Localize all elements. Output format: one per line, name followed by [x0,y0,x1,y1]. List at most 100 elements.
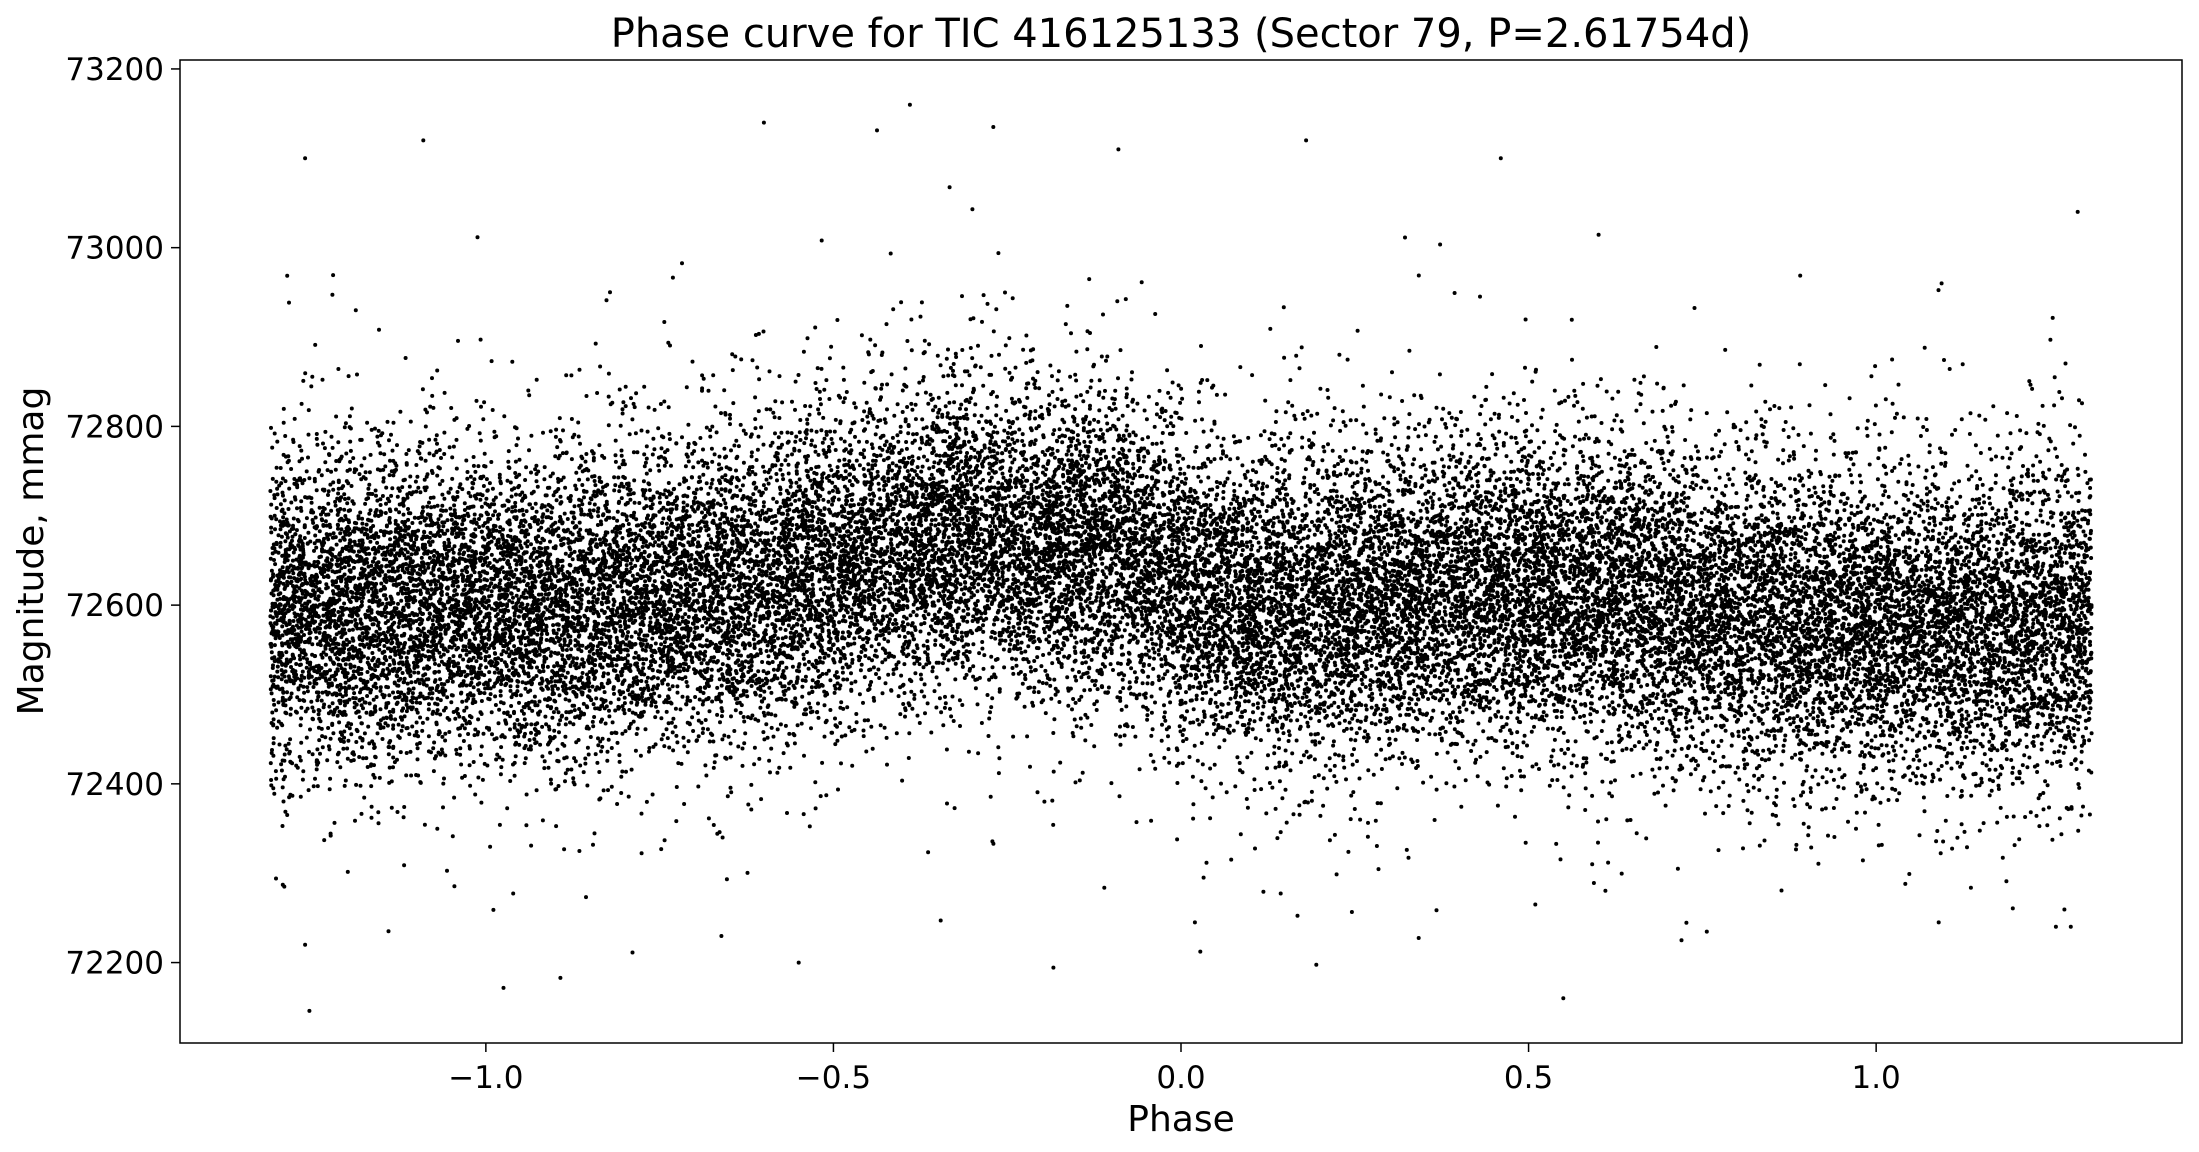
data-point [580,657,585,662]
data-point [1727,477,1732,482]
data-point [746,519,751,523]
data-point [1032,690,1037,694]
data-point [928,392,933,397]
data-point [690,715,695,720]
data-point [1589,694,1594,699]
data-point [1697,710,1702,715]
data-point [1569,502,1573,507]
data-point [1472,588,1477,593]
data-point [545,508,550,513]
data-point [1083,660,1088,665]
data-point [1069,452,1074,457]
data-point [1186,538,1191,543]
data-point [1698,787,1703,792]
data-point [2040,403,2045,408]
data-point [989,475,994,480]
data-point [1115,470,1120,475]
data-point [1439,632,1444,637]
data-point [879,386,884,391]
data-point [387,473,392,478]
data-point [1342,503,1347,508]
data-point [1921,795,1926,800]
data-point [1625,648,1630,653]
data-point [1142,408,1147,413]
data-point [600,744,605,749]
data-point [461,657,466,662]
data-point [508,779,513,783]
data-point [1776,457,1781,462]
data-point [2063,582,2068,587]
data-point [1584,760,1589,765]
data-point [1102,439,1107,444]
data-point [682,802,687,806]
data-point [1137,767,1142,772]
chart-title: Phase curve for TIC 416125133 (Sector 79… [611,11,1752,57]
data-point [1869,592,1874,597]
data-point [626,630,630,635]
data-point [974,564,979,569]
data-point [1096,419,1101,424]
data-point [436,579,440,584]
data-point [920,464,925,469]
data-point [646,600,651,605]
data-point [656,463,661,468]
data-point [599,749,604,754]
data-point [1077,778,1082,783]
data-point [894,731,899,736]
data-point [602,690,607,695]
data-point [1337,721,1342,726]
data-point [1559,606,1564,611]
data-point [1504,776,1509,781]
data-point [700,702,705,707]
data-point [1709,571,1714,576]
data-point [389,636,394,641]
data-point [309,500,314,505]
data-point [1240,532,1245,537]
data-point [1120,446,1124,451]
data-point [1787,515,1792,520]
data-point [620,411,625,416]
data-point [386,569,391,574]
data-point [1081,420,1086,425]
data-point [1556,762,1561,767]
data-point [366,724,371,729]
data-point [1816,782,1821,787]
data-point [1925,508,1930,513]
data-point [1309,647,1314,652]
data-point [852,636,857,641]
data-point [2067,672,2072,677]
data-point [533,579,538,584]
data-point [2047,805,2051,810]
data-point [509,569,514,574]
data-point [1519,788,1524,793]
data-point [519,571,524,576]
data-point [1320,458,1325,463]
data-point [1206,456,1211,461]
data-point [427,500,431,505]
data-point [1966,713,1971,718]
data-point [1606,860,1611,865]
data-point [2031,463,2036,468]
data-point [1923,735,1928,740]
data-point [407,484,412,489]
data-point [988,524,992,529]
data-point [1154,441,1159,446]
data-point [592,831,597,836]
data-point [658,663,663,668]
data-point [1937,550,1942,555]
data-point [539,632,544,637]
data-point [383,464,388,469]
data-point [1885,662,1890,667]
data-point [514,443,519,448]
data-point [1420,648,1425,653]
data-point [1255,701,1260,706]
data-point [875,128,879,133]
data-point [1959,641,1964,646]
data-point [375,498,380,503]
data-point [1003,343,1008,348]
data-point [1006,435,1011,440]
data-point [2076,727,2081,732]
data-point [922,694,927,699]
data-point [1796,432,1801,437]
data-point [1927,648,1932,653]
